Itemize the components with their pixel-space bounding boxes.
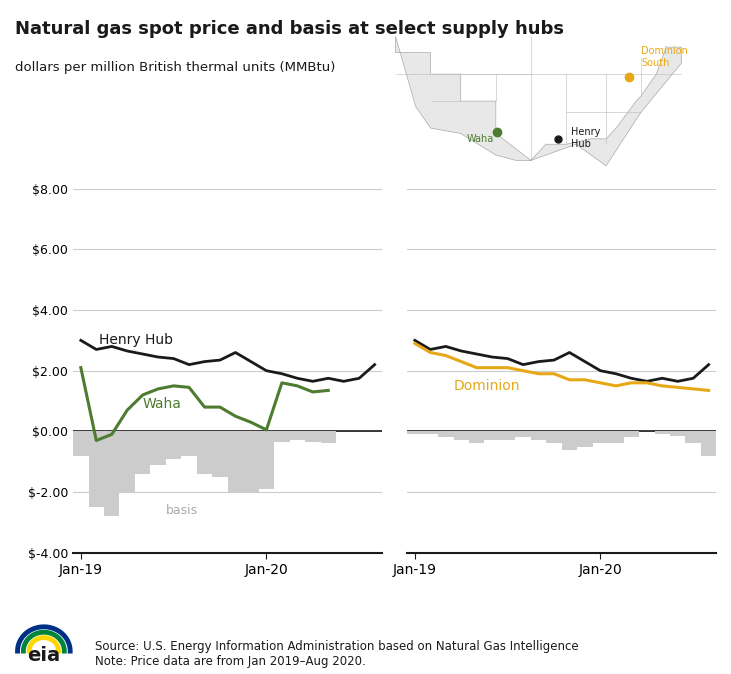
Bar xyxy=(166,431,181,458)
Bar xyxy=(701,431,716,456)
Bar xyxy=(608,431,624,443)
Text: Waha: Waha xyxy=(467,133,494,144)
Bar xyxy=(561,431,577,450)
Bar xyxy=(88,431,104,507)
Bar xyxy=(624,431,639,437)
Bar xyxy=(243,431,259,492)
Bar xyxy=(515,431,531,437)
Bar xyxy=(453,431,469,441)
Text: eia: eia xyxy=(27,646,61,665)
Bar xyxy=(407,431,423,434)
Text: Dominion
South: Dominion South xyxy=(641,47,688,68)
Polygon shape xyxy=(395,36,681,166)
Bar xyxy=(212,431,228,477)
Bar xyxy=(104,431,119,516)
Text: Waha: Waha xyxy=(143,397,181,411)
Bar xyxy=(259,431,274,489)
Bar xyxy=(119,431,135,492)
Bar xyxy=(320,431,336,443)
Text: Natural gas spot price and basis at select supply hubs: Natural gas spot price and basis at sele… xyxy=(15,20,564,38)
Bar xyxy=(197,431,212,474)
Bar xyxy=(500,431,515,441)
Bar xyxy=(289,431,305,441)
Text: dollars per million British thermal units (MMBtu): dollars per million British thermal unit… xyxy=(15,61,335,73)
Text: basis: basis xyxy=(166,503,198,517)
Bar xyxy=(531,431,546,441)
Bar xyxy=(654,431,670,434)
Bar xyxy=(670,431,686,436)
Bar xyxy=(73,431,88,456)
Bar xyxy=(469,431,485,443)
Bar xyxy=(305,431,320,442)
Bar xyxy=(228,431,243,492)
Bar xyxy=(135,431,151,474)
Text: Dominion: Dominion xyxy=(453,379,520,393)
Bar xyxy=(151,431,166,465)
Bar xyxy=(274,431,289,442)
Bar xyxy=(423,431,438,434)
Bar xyxy=(485,431,500,441)
Bar xyxy=(577,431,593,446)
Text: Henry Hub: Henry Hub xyxy=(99,334,173,347)
Bar xyxy=(593,431,608,443)
Bar xyxy=(546,431,561,443)
Text: Source: U.S. Energy Information Administration based on Natural Gas Intelligence: Source: U.S. Energy Information Administ… xyxy=(95,640,579,669)
Bar xyxy=(686,431,701,443)
Text: Henry
Hub: Henry Hub xyxy=(571,127,600,149)
Bar xyxy=(181,431,197,456)
Bar xyxy=(438,431,453,437)
